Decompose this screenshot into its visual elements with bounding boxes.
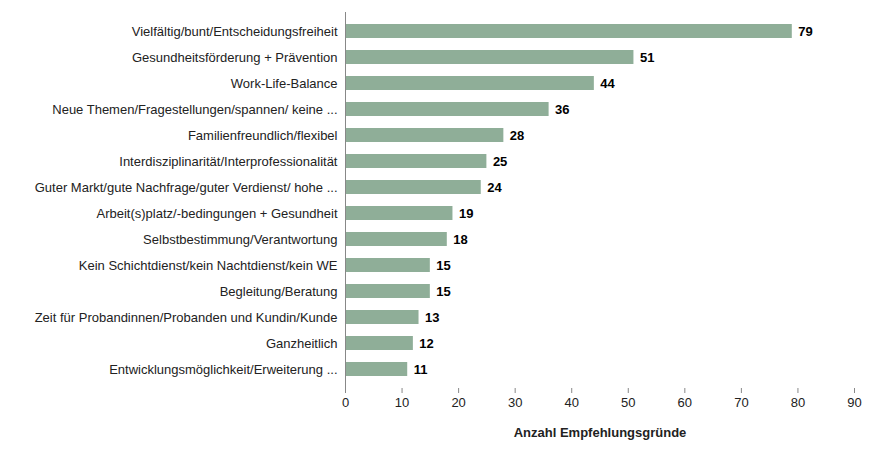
svg-text:36: 36 <box>555 102 569 117</box>
svg-text:Vielfältig/bunt/Entscheidungsf: Vielfältig/bunt/Entscheidungsfreiheit <box>132 24 338 39</box>
svg-text:60: 60 <box>678 395 692 410</box>
svg-text:Selbstbestimmung/Verantwortung: Selbstbestimmung/Verantwortung <box>143 232 337 247</box>
svg-text:18: 18 <box>453 232 467 247</box>
svg-text:51: 51 <box>640 50 654 65</box>
svg-text:Work-Life-Balance: Work-Life-Balance <box>231 76 338 91</box>
svg-text:Interdisziplinarität/Interprof: Interdisziplinarität/Interprofessionalit… <box>119 154 338 169</box>
svg-text:25: 25 <box>493 154 507 169</box>
svg-text:12: 12 <box>419 336 433 351</box>
svg-text:80: 80 <box>791 395 805 410</box>
svg-text:Ganzheitlich: Ganzheitlich <box>266 336 338 351</box>
svg-text:Familienfreundlich/flexibel: Familienfreundlich/flexibel <box>188 128 338 143</box>
svg-text:70: 70 <box>734 395 748 410</box>
svg-text:30: 30 <box>508 395 522 410</box>
svg-text:20: 20 <box>451 395 465 410</box>
svg-text:90: 90 <box>847 395 861 410</box>
svg-text:0: 0 <box>342 395 349 410</box>
svg-text:50: 50 <box>621 395 635 410</box>
svg-text:Guter Markt/gute Nachfrage/gut: Guter Markt/gute Nachfrage/guter Verdien… <box>35 180 338 195</box>
svg-text:Kein Schichtdienst/kein Nachtd: Kein Schichtdienst/kein Nachtdienst/kein… <box>79 258 338 273</box>
svg-text:Neue Themen/Fragestellungen/sp: Neue Themen/Fragestellungen/spannen/ kei… <box>52 102 337 117</box>
svg-text:Anzahl Empfehlungsgründe: Anzahl Empfehlungsgründe <box>514 425 687 440</box>
svg-text:Begleitung/Beratung: Begleitung/Beratung <box>220 284 338 299</box>
svg-text:Entwicklungsmöglichkeit/Erweit: Entwicklungsmöglichkeit/Erweiterung ... <box>109 362 337 377</box>
svg-text:13: 13 <box>425 310 439 325</box>
svg-text:10: 10 <box>395 395 409 410</box>
svg-text:Gesundheitsförderung + Prävent: Gesundheitsförderung + Prävention <box>132 50 338 65</box>
svg-text:24: 24 <box>487 180 502 195</box>
svg-text:28: 28 <box>510 128 524 143</box>
svg-text:79: 79 <box>798 24 812 39</box>
svg-text:Arbeit(s)platz/-bedingungen +: Arbeit(s)platz/-bedingungen + Gesundheit <box>96 206 337 221</box>
svg-text:11: 11 <box>414 362 428 377</box>
svg-text:Zeit für Probandinnen/Probande: Zeit für Probandinnen/Probanden und Kund… <box>35 310 338 325</box>
svg-text:40: 40 <box>564 395 578 410</box>
svg-text:44: 44 <box>600 76 615 91</box>
svg-text:19: 19 <box>459 206 473 221</box>
svg-text:15: 15 <box>436 258 450 273</box>
svg-text:15: 15 <box>436 284 450 299</box>
